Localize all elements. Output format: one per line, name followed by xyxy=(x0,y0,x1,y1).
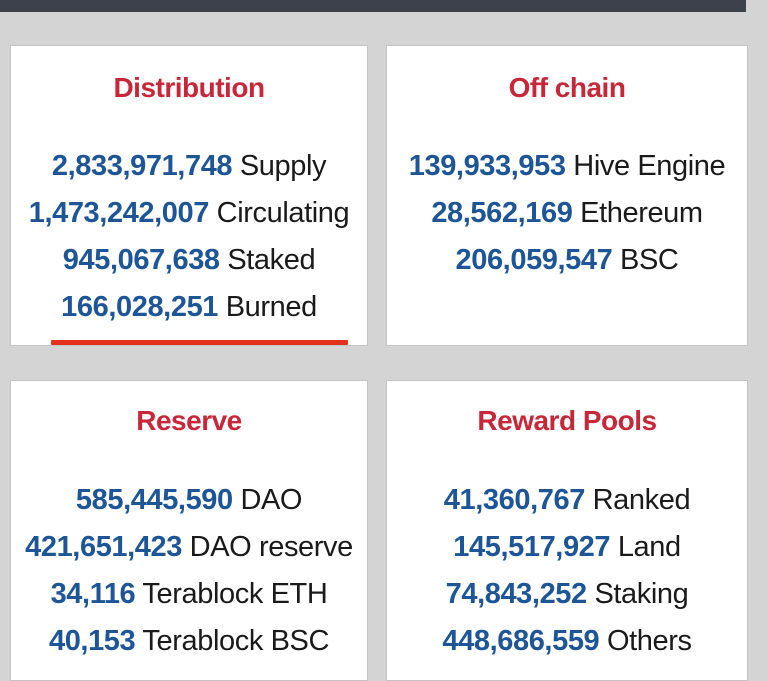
off-chain-title: Off chain xyxy=(508,72,626,103)
off-chain-list: 139,933,953 Hive Engine 28,562,169 Ether… xyxy=(387,143,747,284)
burned-value: 166,028,251 xyxy=(61,291,219,323)
staking-value: 74,843,252 xyxy=(445,578,588,610)
land-label: Land xyxy=(617,531,681,563)
staked-label: Staked xyxy=(227,244,316,276)
reward-pools-list: 41,360,767 Ranked 145,517,927 Land 74,84… xyxy=(387,477,747,665)
reward-row-ranked: 41,360,767 Ranked xyxy=(387,477,747,524)
top-bar xyxy=(0,0,746,12)
terablock-bsc-label: Terablock BSC xyxy=(142,625,330,657)
dao-label: DAO xyxy=(240,484,303,516)
ranked-label: Ranked xyxy=(592,484,691,516)
supply-label: Supply xyxy=(239,150,327,182)
distribution-list: 2,833,971,748 Supply 1,473,242,007 Circu… xyxy=(11,143,367,331)
reserve-title: Reserve xyxy=(136,405,242,436)
ethereum-label: Ethereum xyxy=(580,197,703,229)
circulating-value: 1,473,242,007 xyxy=(28,197,210,229)
bsc-label: BSC xyxy=(620,244,679,276)
land-value: 145,517,927 xyxy=(453,531,611,563)
dao-reserve-label: DAO reserve xyxy=(189,531,354,563)
reward-row-others: 448,686,559 Others xyxy=(387,618,747,665)
distribution-title: Distribution xyxy=(113,72,265,103)
distribution-row-circulating: 1,473,242,007 Circulating xyxy=(11,190,367,237)
terablock-eth-label: Terablock ETH xyxy=(142,578,328,610)
reserve-card: Reserve 585,445,590 DAO 421,651,423 DAO … xyxy=(10,380,368,681)
burned-underline xyxy=(51,340,348,345)
distribution-card: Distribution 2,833,971,748 Supply 1,473,… xyxy=(10,45,368,346)
off-chain-card: Off chain 139,933,953 Hive Engine 28,562… xyxy=(386,45,748,346)
ranked-value: 41,360,767 xyxy=(443,484,586,516)
off-chain-row-bsc: 206,059,547 BSC xyxy=(387,237,747,284)
reserve-row-terablock-bsc: 40,153 Terablock BSC xyxy=(11,618,367,665)
off-chain-row-ethereum: 28,562,169 Ethereum xyxy=(387,190,747,237)
hive-engine-label: Hive Engine xyxy=(573,150,726,182)
others-label: Others xyxy=(606,625,692,657)
reserve-list: 585,445,590 DAO 421,651,423 DAO reserve … xyxy=(11,477,367,665)
supply-value: 2,833,971,748 xyxy=(51,150,233,182)
distribution-row-staked: 945,067,638 Staked xyxy=(11,237,367,284)
staking-label: Staking xyxy=(594,578,689,610)
reserve-row-terablock-eth: 34,116 Terablock ETH xyxy=(11,571,367,618)
bsc-value: 206,059,547 xyxy=(455,244,613,276)
terablock-eth-value: 34,116 xyxy=(50,578,136,610)
off-chain-row-hive-engine: 139,933,953 Hive Engine xyxy=(387,143,747,190)
reserve-row-dao: 585,445,590 DAO xyxy=(11,477,367,524)
others-value: 448,686,559 xyxy=(442,625,600,657)
reward-row-land: 145,517,927 Land xyxy=(387,524,747,571)
burned-label: Burned xyxy=(225,291,318,323)
reward-pools-title: Reward Pools xyxy=(477,405,657,436)
hive-engine-value: 139,933,953 xyxy=(408,150,566,182)
dao-reserve-value: 421,651,423 xyxy=(25,531,182,563)
terablock-bsc-value: 40,153 xyxy=(48,625,136,657)
distribution-row-burned: 166,028,251 Burned xyxy=(11,284,367,331)
reward-row-staking: 74,843,252 Staking xyxy=(387,571,747,618)
staked-value: 945,067,638 xyxy=(62,244,220,276)
reward-pools-card: Reward Pools 41,360,767 Ranked 145,517,9… xyxy=(386,380,748,681)
distribution-row-supply: 2,833,971,748 Supply xyxy=(11,143,367,190)
dao-value: 585,445,590 xyxy=(75,484,233,516)
ethereum-value: 28,562,169 xyxy=(431,197,573,229)
circulating-label: Circulating xyxy=(216,197,350,229)
reserve-row-dao-reserve: 421,651,423 DAO reserve xyxy=(11,524,367,571)
